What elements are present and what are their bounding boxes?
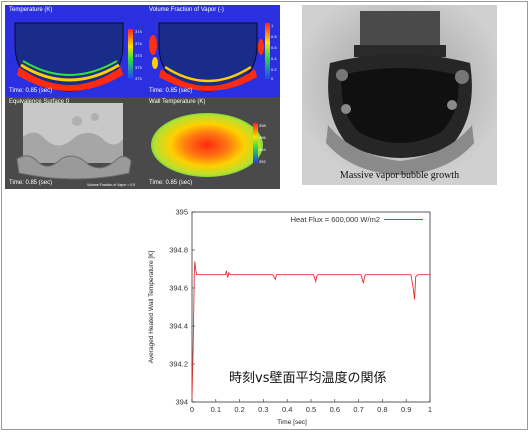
y-tick-label: 394.6 [169,284,188,293]
x-tick-label: 0.9 [401,405,411,414]
x-tick-label: 0.2 [234,405,244,414]
colorbar-tick: 0 [271,76,274,81]
x-tick-label: 0.4 [282,405,292,414]
colorbar-tick: 0.4 [271,56,277,61]
x-tick-label: 0.3 [258,405,268,414]
y-tick-label: 394 [175,398,188,407]
x-axis-label: Time [sec] [277,419,307,426]
colorbar-tick: 373 [135,65,142,70]
x-tick-label: 0.5 [306,405,316,414]
panel-label: Volume Fraction of Vapor (-) [149,7,224,13]
y-tick-label: 394.8 [169,246,188,255]
wall-temperature-map [151,113,263,177]
x-tick-label: 0.1 [211,405,221,414]
panel-time: Time: 0.85 (sec) [9,180,53,186]
wall-temperature-chart: 394 394.2 394.4 394.6 394.8 395 0 0.1 0.2 0.3 0.4… [148,208,432,427]
series-line [191,261,430,399]
colorbar-tick: 373 [135,76,142,81]
y-axis-label: Averaged Heated Wall Temperature [K] [148,251,155,364]
x-tick-label: 0.7 [353,405,363,414]
sim-panel-isosurface: Equivalence Surface 0 Time: 0.85 (sec) V… [5,97,145,189]
y-tick-label: 394.4 [169,322,188,331]
colorbar-tick: 394 [259,147,266,152]
vapor-field [149,22,270,92]
x-axis: 0 0.1 0.2 0.3 0.4 0.5 0.6 0.7 0.8 0.9 1 [190,399,432,414]
panel-label: Temperature (K) [9,7,53,13]
y-tick-label: 395 [175,208,188,217]
x-tick-label: 1 [428,405,432,414]
x-tick-label: 0.6 [330,405,340,414]
panel-label: Wall Temperature (K) [149,99,206,105]
plot-area [191,211,431,403]
panel-time: Time: 0.85 (sec) [149,88,193,94]
isosurface-render [16,103,132,180]
panel-caption: Volume Fraction of Vapor = 0.5 [87,183,136,187]
colorbar-tick: 1 [271,23,274,28]
sim-panel-vapor: Volume Fraction of Vapor (-) Time: 0.85 … [145,5,280,97]
colorbar-tick: 0.6 [271,45,277,50]
temperature-field [14,22,133,92]
colorbar-tick: 374 [135,29,142,34]
y-axis: 394 394.2 394.4 394.6 394.8 395 [169,208,195,407]
colorbar-tick: 392 [259,159,266,164]
panel-time: Time: 0.85 (sec) [9,88,53,94]
colorbar-tick: 374 [135,41,142,46]
experiment-photo: Massive vapor bubble growth [302,5,497,185]
x-tick-label: 0 [190,405,194,414]
colorbar-tick: 0.8 [271,34,277,39]
annotation-text: 時刻vs壁面平均温度の関係 [229,371,387,386]
bubble-photo-render [302,5,497,185]
legend-label: Heat Flux = 600,000 W/m2 [291,215,380,224]
x-tick-label: 0.8 [377,405,387,414]
colorbar-tick: 398 [259,123,266,128]
photo-caption: Massive vapor bubble growth [339,170,460,181]
sim-panel-temperature: Temperature (K) Time: 0.85 (sec) 374 374… [5,5,145,97]
sim-panel-wall-temp: Wall Temperature (K) Time: 0.85 (sec) 39… [145,97,280,189]
panel-label: Equivalence Surface 0 [9,99,70,105]
colorbar-tick: 396 [259,135,266,140]
panel-time: Time: 0.85 (sec) [149,180,193,186]
y-tick-label: 394.2 [169,360,188,369]
colorbar-tick: 0.2 [271,67,277,72]
colorbar-tick: 373 [135,53,142,58]
